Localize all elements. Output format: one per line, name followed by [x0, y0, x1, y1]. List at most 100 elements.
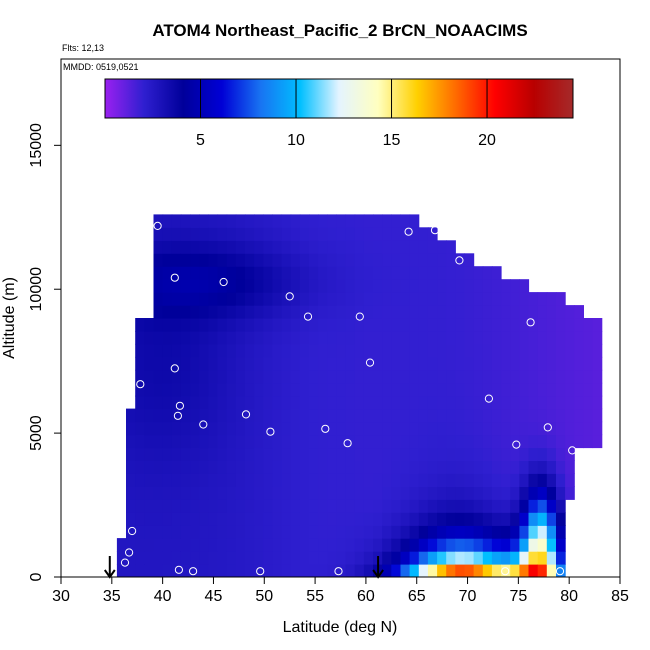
- heatmap-cell: [473, 421, 484, 436]
- heatmap-cell: [272, 525, 283, 539]
- heatmap-cell: [546, 447, 557, 461]
- heatmap-cell: [208, 408, 219, 423]
- heatmap-cell: [373, 447, 383, 461]
- heatmap-cell: [409, 214, 420, 228]
- heatmap-cell: [455, 266, 465, 280]
- heatmap-cell: [473, 279, 484, 293]
- heatmap-cell: [464, 434, 475, 449]
- flight-point: [543, 423, 552, 432]
- heatmap-cell: [309, 538, 319, 552]
- heatmap-cell: [299, 279, 310, 293]
- heatmap-cell: [409, 447, 420, 461]
- heatmap-cell: [510, 447, 520, 461]
- heatmap-cell: [464, 343, 475, 358]
- heatmap-cell: [427, 499, 438, 513]
- heatmap-cell: [437, 369, 447, 384]
- dates-label: MMDD: 0519,0521: [63, 62, 139, 72]
- heatmap-cell: [199, 499, 209, 513]
- heatmap-cell: [464, 382, 475, 397]
- flight-point: [512, 440, 521, 449]
- heatmap-cell: [574, 331, 584, 345]
- heatmap-cell: [180, 538, 191, 552]
- heatmap-cell: [455, 473, 465, 487]
- heatmap-cell: [135, 369, 145, 384]
- heatmap-cell: [437, 382, 447, 397]
- heatmap-cell: [491, 525, 502, 539]
- heatmap-cell: [171, 486, 182, 500]
- heatmap-cell: [180, 305, 191, 319]
- heatmap-cell: [354, 279, 365, 293]
- heatmap-cell: [318, 266, 328, 280]
- heatmap-cell: [491, 564, 502, 577]
- heatmap-cell: [171, 266, 182, 280]
- heatmap-cell: [309, 356, 319, 371]
- heatmap-cell: [199, 240, 209, 254]
- heatmap-cell: [363, 434, 374, 449]
- heatmap-cell: [162, 279, 173, 293]
- heatmap-cell: [363, 253, 374, 267]
- heatmap-cell: [409, 434, 420, 449]
- down-arrow-icon: [372, 556, 384, 579]
- heatmap-cell: [281, 473, 292, 487]
- heatmap-cell: [519, 369, 530, 384]
- heatmap-cell: [309, 486, 319, 500]
- heatmap-cell: [235, 343, 246, 358]
- heatmap-cell: [482, 551, 493, 565]
- heatmap-cell: [217, 564, 228, 577]
- heatmap-cell: [290, 227, 301, 241]
- heatmap-cell: [528, 305, 539, 319]
- heatmap-cell: [437, 434, 447, 449]
- heatmap-cell: [235, 331, 246, 345]
- heatmap-cell: [592, 331, 603, 345]
- colorbar-tick-label: 20: [478, 132, 496, 149]
- heatmap-cell: [190, 331, 200, 345]
- heatmap-cell: [418, 551, 429, 565]
- heatmap-cell: [519, 512, 530, 526]
- heatmap-cell: [272, 253, 283, 267]
- heatmap-cell: [135, 460, 145, 474]
- heatmap-cell: [171, 331, 182, 345]
- heatmap-cell: [382, 331, 392, 345]
- heatmap-cell: [180, 460, 191, 474]
- heatmap-cell: [345, 356, 356, 371]
- flight-point: [120, 558, 130, 567]
- heatmap-cell: [363, 564, 374, 577]
- heatmap-cell: [299, 447, 310, 461]
- heatmap-cell: [373, 538, 383, 552]
- heatmap-cell: [473, 564, 484, 577]
- flight-point: [334, 567, 343, 576]
- heatmap-cell: [327, 240, 337, 254]
- heatmap-cell: [299, 473, 310, 487]
- heatmap-cell: [583, 369, 594, 384]
- heatmap-cell: [363, 421, 374, 436]
- heatmap-cell: [501, 408, 511, 423]
- heatmap-cell: [135, 395, 145, 410]
- heatmap-cell: [501, 551, 511, 565]
- heatmap-cell: [318, 551, 328, 565]
- heatmap-cell: [254, 279, 264, 293]
- heatmap-cell: [510, 395, 520, 410]
- heatmap-cell: [400, 499, 411, 513]
- heatmap-cell: [491, 318, 502, 332]
- heatmap-cell: [153, 408, 164, 423]
- heatmap-cell: [327, 356, 337, 371]
- flight-point: [173, 411, 182, 420]
- heatmap-cell: [190, 356, 200, 371]
- heatmap-cell: [510, 538, 520, 552]
- heatmap-cell: [235, 318, 246, 332]
- heatmap-cell: [501, 382, 511, 397]
- heatmap-cell: [491, 343, 502, 358]
- heatmap-cell: [510, 564, 520, 577]
- y-tick-label: 15000: [28, 123, 45, 168]
- heatmap-cell: [556, 331, 566, 345]
- heatmap-cell: [153, 486, 164, 500]
- heatmap-cell: [427, 564, 438, 577]
- heatmap-cell: [345, 305, 356, 319]
- heatmap-cell: [309, 279, 319, 293]
- heatmap-cell: [190, 538, 200, 552]
- heatmap-cell: [473, 266, 484, 280]
- heatmap-cell: [437, 460, 447, 474]
- heatmap-cell: [583, 356, 594, 371]
- heatmap-cell: [345, 240, 356, 254]
- heatmap-cell: [281, 551, 292, 565]
